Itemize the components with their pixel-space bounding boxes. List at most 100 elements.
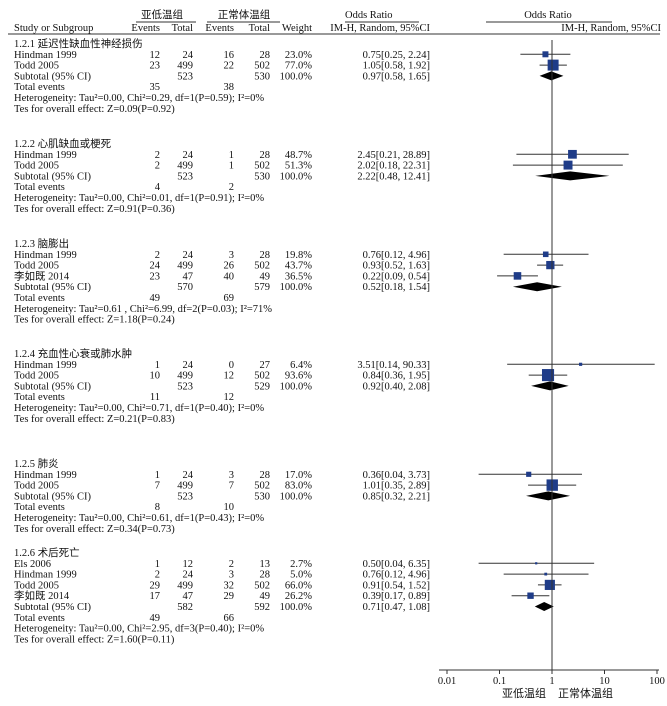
heterogeneity-text: Heterogeneity: Tau²=0.00, Chi²=0.29, df=… <box>14 93 264 104</box>
study-events-group2: 12 <box>224 371 235 382</box>
study-point-square <box>542 251 549 258</box>
header-group2-title: 正常体温组 <box>218 8 271 21</box>
subtotal-diamond <box>534 602 554 611</box>
favours-right-label: 正常体温组 <box>558 686 613 700</box>
header-plot-subtitle: IM-H, Random, 95%CI <box>561 23 661 34</box>
study-events-group1: 7 <box>155 481 160 492</box>
subtotal-total-group1: 523 <box>177 491 193 502</box>
study-name: Els 2006 <box>14 559 51 570</box>
study-weight: 93.6% <box>285 371 312 382</box>
study-odds-ratio-ci: 0.22[0.09, 0.54] <box>363 271 430 282</box>
study-name: Hindman 1999 <box>14 470 77 481</box>
study-weight: 2.7% <box>290 559 312 570</box>
subtotal-total-group2: 530 <box>254 71 270 82</box>
study-weight: 19.8% <box>285 250 312 261</box>
study-events-group2: 1 <box>229 150 234 161</box>
study-weight: 83.0% <box>285 481 312 492</box>
study-total-group2: 502 <box>254 481 270 492</box>
study-name: 李如既 2014 <box>14 269 70 282</box>
study-odds-ratio-ci: 3.51[0.14, 90.33] <box>357 360 430 371</box>
total-events-label: Total events <box>14 392 65 403</box>
study-weight: 5.0% <box>290 570 312 581</box>
study-total-group2: 502 <box>254 580 270 591</box>
study-point-square <box>541 369 555 382</box>
study-point-square <box>527 592 534 599</box>
study-total-group1: 499 <box>177 371 193 382</box>
study-name: 李如既 2014 <box>14 589 70 602</box>
x-axis-tick-label: 0.01 <box>438 676 456 687</box>
heterogeneity-text: Heterogeneity: Tau²=0.61 , Chi²=6.99, df… <box>14 304 272 315</box>
study-name: Todd 2005 <box>14 580 59 591</box>
header-group1-title: 亚低温组 <box>141 8 183 21</box>
study-events-group1: 2 <box>155 570 160 581</box>
study-odds-ratio-ci: 2.45[0.21, 28.89] <box>357 150 430 161</box>
study-odds-ratio-ci: 2.02[0.18, 22.31] <box>357 161 430 172</box>
study-name: Todd 2005 <box>14 61 59 72</box>
study-total-group1: 24 <box>183 150 194 161</box>
study-events-group2: 16 <box>224 50 235 61</box>
study-odds-ratio-ci: 0.76[0.12, 4.96] <box>363 570 430 581</box>
subtotal-label: Subtotal (95% CI) <box>14 602 91 613</box>
study-odds-ratio-ci: 1.05[0.58, 1.92] <box>363 61 430 72</box>
study-point-square <box>546 260 555 270</box>
overall-effect-text: Tes for overall effect: Z=0.91(P=0.36) <box>14 204 175 215</box>
study-total-group2: 13 <box>260 559 271 570</box>
header-or-title: Odds Ratio <box>345 10 393 21</box>
subtotal-label: Subtotal (95% CI) <box>14 282 91 293</box>
study-point-square <box>544 579 555 590</box>
header-total-1: Total <box>172 23 194 34</box>
study-name: Hindman 1999 <box>14 250 77 261</box>
total-events-group1: 49 <box>150 613 161 624</box>
study-point-square <box>542 51 549 58</box>
study-odds-ratio-ci: 0.75[0.25, 2.24] <box>363 50 430 61</box>
study-weight: 48.7% <box>285 150 312 161</box>
study-events-group2: 40 <box>224 271 235 282</box>
study-total-group1: 499 <box>177 161 193 172</box>
study-odds-ratio-ci: 1.01[0.35, 2.89] <box>363 481 430 492</box>
study-total-group2: 27 <box>260 360 271 371</box>
study-events-group2: 26 <box>224 261 235 272</box>
subtotal-weight: 100.0% <box>280 171 313 182</box>
study-events-group2: 0 <box>229 360 234 371</box>
study-events-group1: 24 <box>150 261 161 272</box>
overall-effect-text: Tes for overall effect: Z=1.18(P=0.24) <box>14 315 175 326</box>
study-name: Todd 2005 <box>14 481 59 492</box>
subtotal-odds-ratio-ci: 2.22[0.48, 12.41] <box>357 171 430 182</box>
subgroup-title: 1.2.1 延迟性缺血性神经损伤 <box>14 37 143 50</box>
study-total-group2: 28 <box>260 150 271 161</box>
study-total-group2: 28 <box>260 470 271 481</box>
study-events-group2: 3 <box>229 570 234 581</box>
study-weight: 77.0% <box>285 61 312 72</box>
study-total-group2: 502 <box>254 161 270 172</box>
study-weight: 26.2% <box>285 591 312 602</box>
subtotal-label: Subtotal (95% CI) <box>14 381 91 392</box>
study-events-group2: 1 <box>229 161 234 172</box>
study-total-group2: 28 <box>260 570 271 581</box>
header-or-subtitle: IM-H, Random, 95%CI <box>330 23 430 34</box>
study-total-group2: 502 <box>254 61 270 72</box>
study-weight: 17.0% <box>285 470 312 481</box>
study-total-group1: 499 <box>177 61 193 72</box>
study-total-group1: 47 <box>183 271 194 282</box>
subtotal-diamond <box>531 381 569 391</box>
study-odds-ratio-ci: 0.84[0.36, 1.95] <box>363 371 430 382</box>
subtotal-odds-ratio-ci: 0.85[0.32, 2.21] <box>363 491 430 502</box>
study-name: Todd 2005 <box>14 371 59 382</box>
subtotal-total-group2: 530 <box>254 171 270 182</box>
subtotal-weight: 100.0% <box>280 602 313 613</box>
study-point-square <box>568 149 577 159</box>
subtotal-diamond <box>526 491 571 501</box>
total-events-label: Total events <box>14 182 65 193</box>
subtotal-weight: 100.0% <box>280 282 313 293</box>
overall-effect-text: Tes for overall effect: Z=0.34(P=0.73) <box>14 524 175 535</box>
subtotal-label: Subtotal (95% CI) <box>14 71 91 82</box>
header-plot-title: Odds Ratio <box>524 10 572 21</box>
study-total-group2: 49 <box>260 271 271 282</box>
study-odds-ratio-ci: 0.93[0.52, 1.63] <box>363 261 430 272</box>
study-odds-ratio-ci: 0.76[0.12, 4.96] <box>363 250 430 261</box>
study-total-group1: 24 <box>183 570 194 581</box>
subtotal-label: Subtotal (95% CI) <box>14 491 91 502</box>
study-events-group1: 10 <box>150 371 161 382</box>
study-events-group2: 22 <box>224 61 235 72</box>
study-name: Hindman 1999 <box>14 150 77 161</box>
